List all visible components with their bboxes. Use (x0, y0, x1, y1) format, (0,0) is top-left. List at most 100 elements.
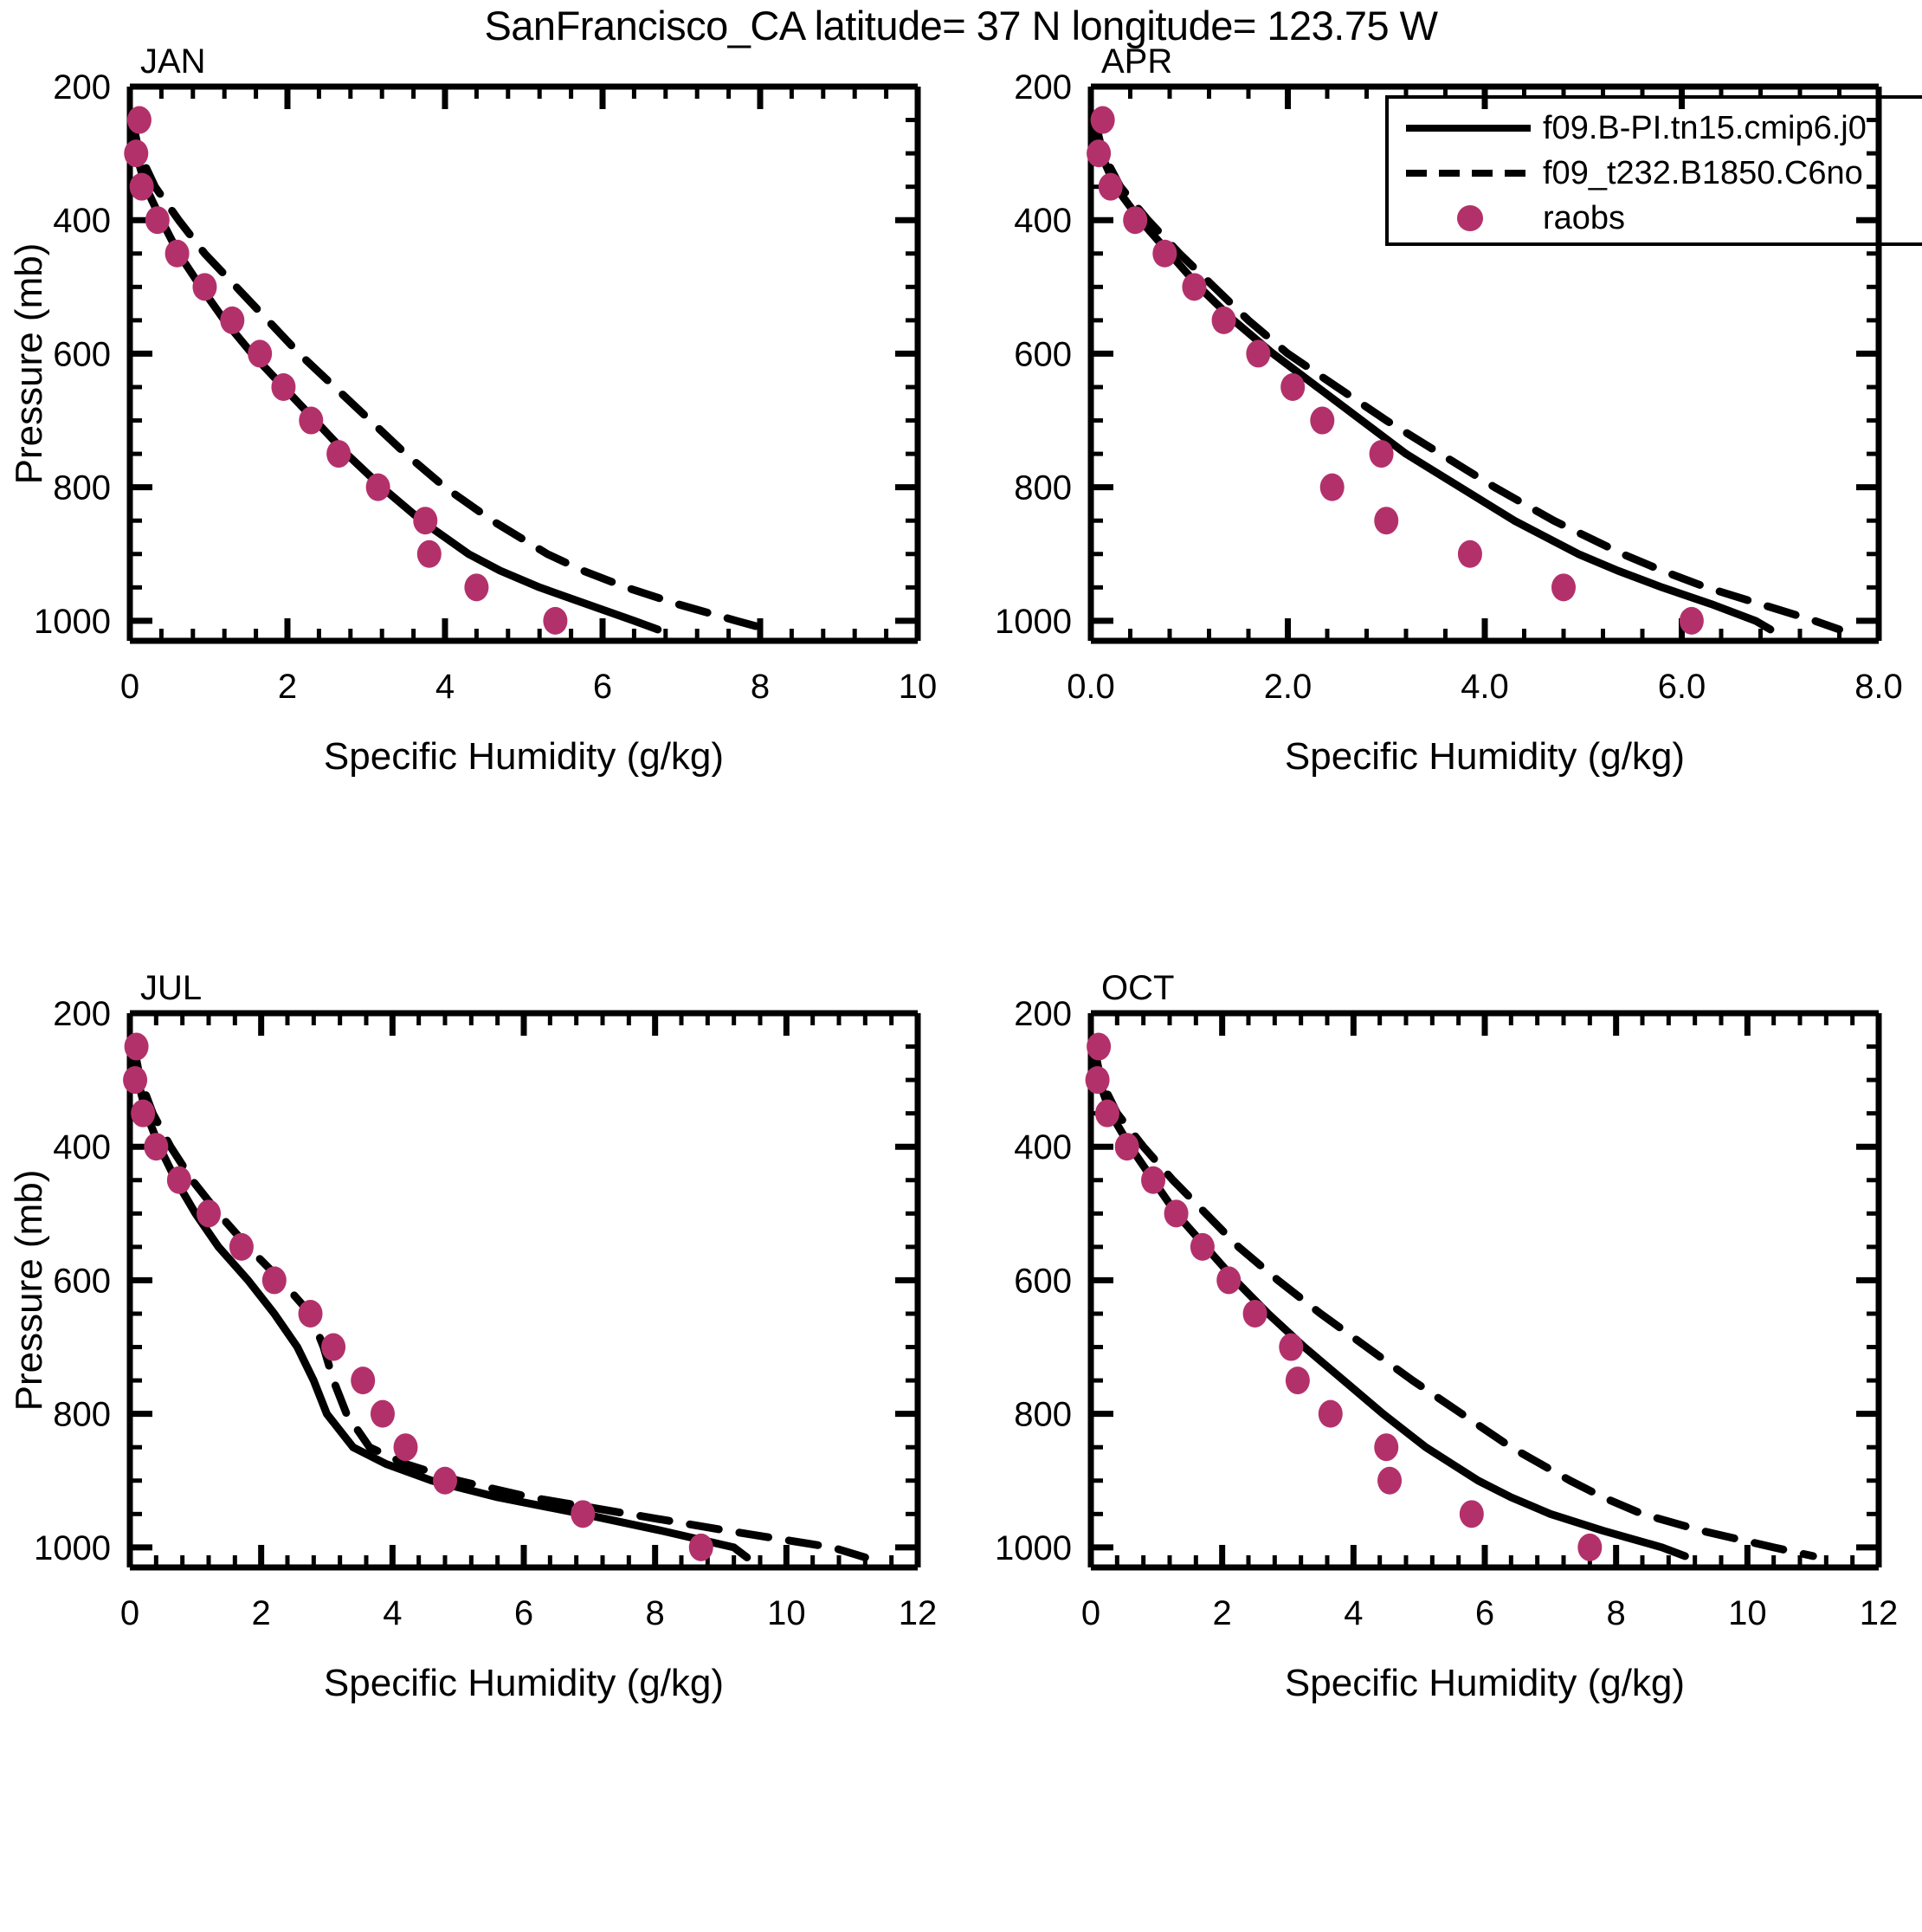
y-tick-label: 1000 (34, 603, 111, 641)
y-tick-label: 200 (53, 995, 111, 1033)
series-line-dashed (128, 116, 772, 634)
data-point-marker (1459, 1500, 1484, 1528)
panel-month-label: APR (1101, 42, 1172, 81)
x-tick-label: 0.0 (1067, 668, 1115, 706)
x-tick-labels: 0 2 4 6 8 10 (120, 668, 937, 706)
data-point-marker (1374, 507, 1399, 535)
data-point-marker (688, 1533, 713, 1561)
data-point-marker (144, 1133, 169, 1161)
data-point-marker (351, 1367, 376, 1395)
data-point-marker (1182, 273, 1207, 301)
data-point-marker (271, 372, 296, 401)
y-tick-label: 200 (53, 68, 111, 107)
y-axis-ticks (1091, 83, 1879, 624)
y-tick-label: 400 (1014, 202, 1072, 240)
x-tick-labels: 0.0 2.0 4.0 6.0 8.0 (1067, 668, 1903, 706)
x-tick-label: 8 (1607, 1594, 1626, 1632)
series-line-dashed (1090, 1043, 1817, 1560)
legend-entry-label: f09.B-PI.tn15.cmip6.j0 (1543, 110, 1867, 146)
x-tick-label: 2 (252, 1594, 271, 1632)
x-tick-label: 4 (1344, 1594, 1363, 1632)
data-point-marker (1164, 1199, 1189, 1228)
data-point-marker (1246, 339, 1271, 368)
x-tick-label: 8 (751, 668, 770, 706)
y-axis-title: Pressure (mb) (8, 1170, 50, 1412)
data-point-marker (1141, 1166, 1166, 1194)
x-tick-label: 0 (1081, 1594, 1100, 1632)
data-point-marker (416, 540, 442, 568)
series-line-solid (127, 116, 662, 634)
data-point-marker (1114, 1133, 1139, 1161)
data-point-marker (1152, 239, 1177, 268)
x-tick-label: 12 (1860, 1594, 1899, 1632)
data-point-marker (433, 1466, 457, 1495)
x-tick-label: 6 (514, 1594, 533, 1632)
data-point-marker (370, 1399, 395, 1428)
x-axis-title: Specific Humidity (g/kg) (1285, 735, 1685, 778)
x-axis-title: Specific Humidity (g/kg) (324, 1662, 724, 1704)
series-line-dashed (1091, 116, 1843, 634)
data-point-marker (123, 1066, 148, 1095)
x-tick-label: 2 (1213, 1594, 1232, 1632)
y-tick-label: 800 (1014, 469, 1072, 507)
data-point-marker (1279, 1333, 1304, 1361)
panel-apr: 0.0 2.0 4.0 6.0 8.0 200 400 600 800 1000 APR Specif… (961, 35, 1922, 979)
data-point-marker (1285, 1367, 1310, 1395)
y-tick-labels: 200 400 600 800 1000 (34, 68, 111, 641)
data-point-marker (393, 1433, 418, 1462)
data-point-marker (124, 139, 149, 168)
y-tick-labels: 200 400 600 800 1000 (995, 995, 1072, 1567)
data-point-marker (124, 1032, 149, 1061)
x-tick-label: 12 (899, 1594, 938, 1632)
data-point-marker (1211, 306, 1236, 334)
data-point-marker (197, 1199, 221, 1228)
x-tick-label: 10 (1728, 1594, 1767, 1632)
y-tick-label: 200 (1014, 68, 1072, 107)
x-tick-label: 4 (435, 668, 455, 706)
y-tick-label: 600 (1014, 1262, 1072, 1300)
data-point-marker (145, 206, 170, 235)
y-tick-labels: 200 400 600 800 1000 (34, 995, 111, 1567)
y-axis-ticks (1091, 1010, 1879, 1551)
y-tick-label: 800 (53, 469, 111, 507)
data-point-marker (126, 106, 152, 134)
legend[interactable]: f09.B-PI.tn15.cmip6.j0 f09_t232.B1850.C6n… (1385, 95, 1922, 246)
data-point-marker (164, 239, 190, 268)
series-raobs-markers (1087, 106, 1704, 635)
plot-apr: 0.0 2.0 4.0 6.0 8.0 200 400 600 800 1000 APR Specif… (995, 42, 1922, 778)
data-point-marker (298, 1299, 323, 1328)
y-tick-label: 800 (53, 1396, 111, 1434)
panel-oct: 0 2 4 6 8 10 12 200 400 600 800 1000 OCT Specific Hum… (961, 961, 1922, 1905)
y-tick-label: 1000 (995, 1529, 1072, 1567)
data-point-marker (220, 306, 245, 334)
y-axis-title: Pressure (mb) (8, 243, 50, 485)
data-point-marker (326, 440, 352, 468)
series-line-dashed (130, 1043, 869, 1561)
series-line-solid (1089, 116, 1775, 634)
y-tick-label: 400 (1014, 1128, 1072, 1166)
legend-entry-label: raobs (1543, 200, 1625, 236)
legend-entry-label: f09_t232.B1850.C6no (1543, 155, 1863, 191)
data-point-marker (1457, 540, 1482, 568)
data-point-marker (1374, 1433, 1399, 1462)
y-tick-label: 1000 (995, 603, 1072, 641)
y-tick-label: 800 (1014, 1396, 1072, 1434)
panel-jul: 0 2 4 6 8 10 12 200 400 600 800 1000 JUL Specific Hum… (0, 961, 961, 1905)
x-tick-label: 2.0 (1264, 668, 1313, 706)
x-axis-title: Specific Humidity (g/kg) (324, 735, 724, 778)
x-tick-label: 0 (120, 668, 139, 706)
data-point-marker (1577, 1533, 1603, 1561)
data-point-marker (229, 1232, 254, 1261)
data-point-marker (464, 573, 489, 602)
panel-month-label: OCT (1101, 969, 1174, 1007)
data-point-marker (1242, 1299, 1267, 1328)
x-tick-label: 0 (120, 1594, 139, 1632)
data-point-marker (1123, 206, 1148, 235)
x-tick-label: 8.0 (1854, 668, 1903, 706)
x-tick-label: 10 (899, 668, 938, 706)
data-point-marker (1319, 473, 1345, 501)
data-point-marker (1377, 1466, 1403, 1495)
y-tick-label: 200 (1014, 995, 1072, 1033)
plot-jan: 0 2 4 6 8 10 200 400 600 800 1000 JAN Specific Humid… (8, 42, 937, 778)
